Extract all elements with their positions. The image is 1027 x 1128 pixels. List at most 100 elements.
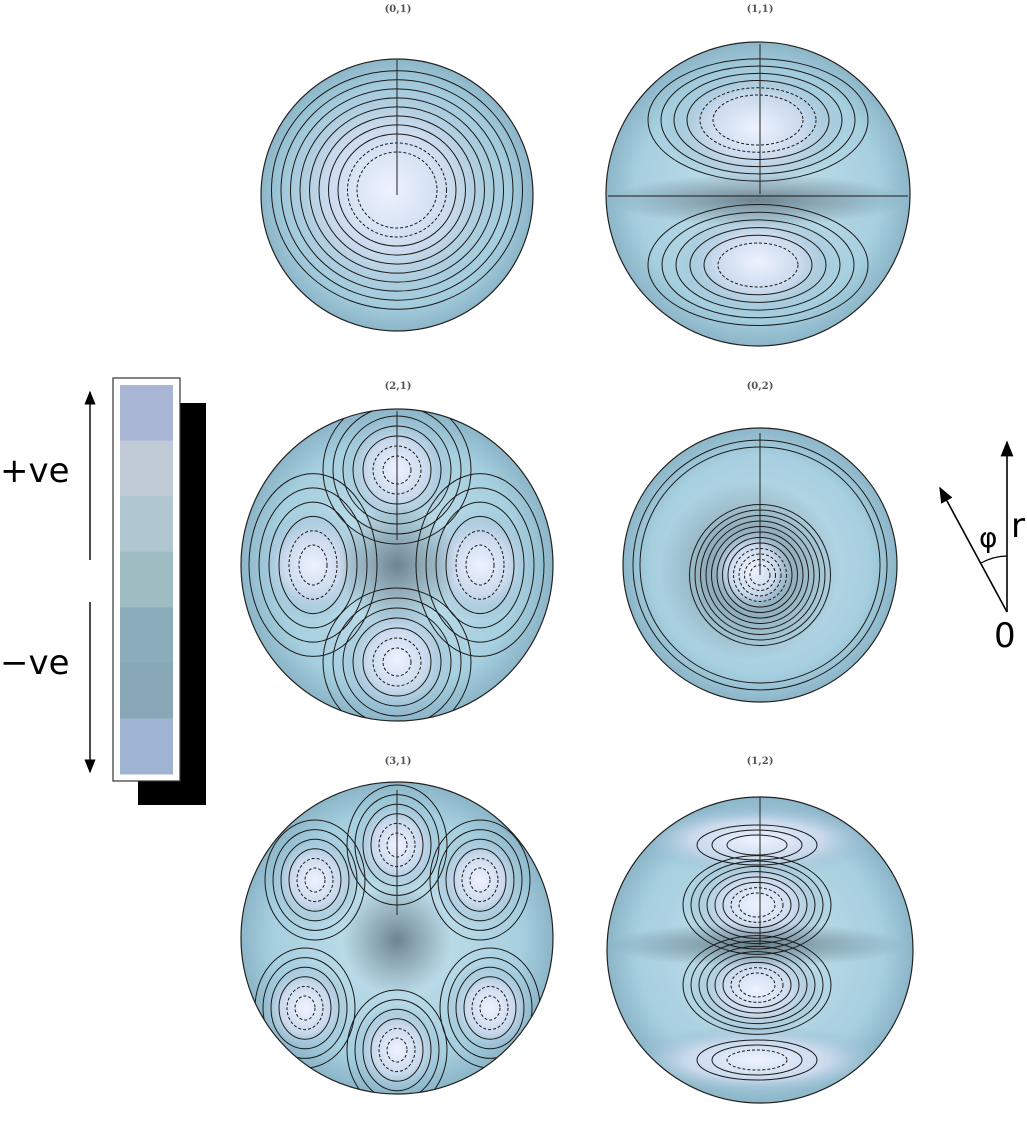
saddle-shadow [342, 885, 452, 995]
contour-ring [278, 515, 348, 615]
contour-ring [711, 1044, 803, 1076]
contour-ring [447, 957, 533, 1059]
contour-ring [714, 956, 800, 1014]
legend-swatch-3 [120, 551, 173, 608]
contour-ring [660, 65, 856, 175]
contour-ring [690, 940, 824, 1030]
contour-ring [722, 881, 792, 929]
mode-label-2-1: (2,1) [385, 381, 412, 392]
contour-ring [280, 838, 350, 922]
mode-shape-0-1 [260, 58, 534, 332]
polar-axes: φ r 0 [939, 440, 1025, 656]
contour-ring [288, 530, 338, 600]
legend-swatch-0 [120, 385, 173, 442]
contour-ring [682, 935, 832, 1035]
legend-swatch-4 [120, 607, 173, 664]
contour-ring [248, 473, 378, 657]
contour-ring [346, 989, 448, 1094]
mode-shape-3-1 [240, 781, 554, 1095]
contour-ring [386, 1037, 408, 1063]
contour-ring [463, 976, 517, 1040]
antinode-peak [270, 70, 510, 310]
nodal-shadow [607, 923, 907, 967]
contour-ring [698, 945, 816, 1025]
contour-ring [296, 857, 334, 903]
angle-label: φ [979, 521, 997, 554]
contour-ring [726, 1049, 788, 1071]
contour-ring [738, 892, 776, 918]
lobe-4 [445, 963, 535, 1053]
mode-label-1-2: (1,2) [747, 756, 774, 767]
contour-ring [258, 487, 368, 643]
lobe-3 [260, 963, 350, 1053]
contour-ring [682, 855, 832, 955]
radial-label: r [1011, 506, 1025, 546]
contour-ring [479, 995, 501, 1021]
contour-ring [706, 951, 808, 1019]
contour-ring [738, 553, 782, 597]
legend-positive-label: +ve [0, 451, 70, 491]
contour-ring [445, 515, 515, 615]
lobe-2 [435, 835, 525, 925]
mode-label-0-2: (0,2) [747, 381, 774, 392]
contour-ring [286, 985, 324, 1031]
contour-ring [354, 999, 440, 1094]
angle-axis-arrow [939, 486, 1008, 613]
mode-label-0-1: (0,1) [385, 4, 412, 15]
lobe-1 [270, 835, 360, 925]
contour-ring [356, 151, 438, 229]
legend-swatch-5 [120, 662, 173, 719]
contour-ring [711, 829, 803, 861]
mode-label-1-1: (1,1) [747, 4, 774, 15]
nodal-shadow [608, 174, 908, 226]
membrane-edge [240, 408, 554, 722]
contour-ring [717, 242, 799, 288]
membrane-edge [606, 796, 914, 1104]
mode-shape-0-2 [622, 427, 898, 703]
contour-ring [696, 1039, 818, 1081]
contour-ring [689, 227, 827, 303]
legend-swatches [120, 385, 173, 775]
contour-ring [294, 995, 316, 1021]
contour-ring [268, 501, 358, 629]
contour-ring [455, 966, 525, 1050]
contour-ring [429, 819, 531, 941]
lobe-right [425, 510, 535, 620]
contour-ring [372, 637, 422, 687]
contour-ring [362, 1008, 432, 1092]
contour-ring [342, 607, 452, 717]
saddle-shadow [337, 505, 457, 625]
contour-ring [332, 597, 462, 721]
contour-ring [435, 501, 525, 629]
contour-ring [278, 976, 332, 1040]
contour-ring [730, 967, 784, 1003]
contour-ring [471, 985, 509, 1031]
contour-ring [714, 876, 800, 934]
lobe-left [258, 510, 368, 620]
contour-ring [461, 857, 499, 903]
contour-ring [690, 860, 824, 950]
contour-ring [699, 87, 817, 153]
contour-ring [272, 829, 358, 931]
membrane-edge [260, 58, 534, 332]
contour-ring [738, 972, 776, 998]
contour-ring [686, 80, 830, 160]
contour-ring [647, 58, 869, 182]
outer-ring-bottom [627, 1025, 887, 1095]
mode-shape-2-1 [240, 408, 554, 722]
outer-ring-top [637, 805, 877, 875]
contour-ring [453, 848, 507, 912]
contour-ring [726, 834, 788, 856]
lobe-5 [352, 1005, 442, 1094]
contour-ring [733, 548, 787, 602]
lobe-bottom [342, 605, 452, 715]
contour-ring [469, 867, 491, 893]
origin-label: 0 [994, 616, 1016, 656]
contour-ring [661, 211, 855, 319]
contour-ring [445, 838, 515, 922]
contour-ring [647, 204, 869, 326]
legend-negative-label: −ve [0, 643, 70, 683]
contour-ring [322, 587, 472, 721]
